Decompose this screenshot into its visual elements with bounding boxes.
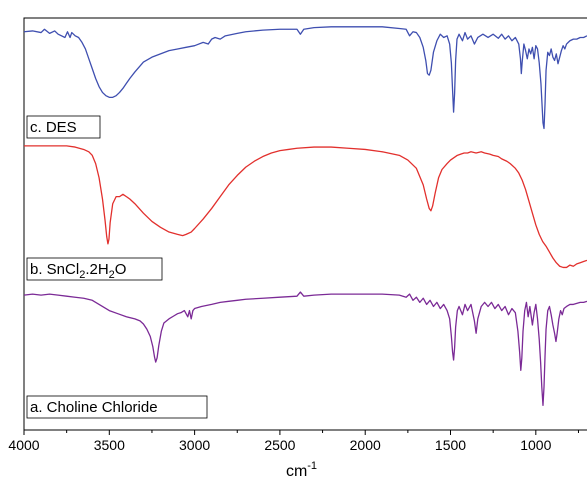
series-line-des xyxy=(23,26,587,130)
x-tick-label: 1000 xyxy=(520,437,551,453)
x-axis-label-exponent: -1 xyxy=(307,460,317,472)
series-label-box xyxy=(26,257,163,281)
label-subscript: 2 xyxy=(79,269,85,281)
series-label-text: b. SnCl2.2H2O xyxy=(30,261,126,281)
x-tick-label: 2000 xyxy=(350,437,381,453)
series-line-sncl2 xyxy=(24,145,587,269)
x-axis-label: cm-1 xyxy=(286,460,317,480)
series-label-box xyxy=(26,395,208,419)
series-label-text: a. Choline Chloride xyxy=(30,399,158,416)
label-segment: b. SnCl xyxy=(30,261,79,278)
label-segment: a. Choline Chloride xyxy=(30,399,158,416)
x-axis: 4000 3500 3000 2500 2000 1500 1000 xyxy=(8,430,579,453)
label-segment: O xyxy=(115,261,127,278)
series-label-text: c. DES xyxy=(30,119,77,136)
x-tick-label: 2500 xyxy=(264,437,295,453)
label-segment: .2H xyxy=(85,261,108,278)
series-label-des: c. DES xyxy=(26,115,101,139)
label-segment: c. DES xyxy=(30,119,77,136)
x-tick-label: 4000 xyxy=(8,437,39,453)
plot-area-frame xyxy=(23,17,587,431)
x-tick-label: 1500 xyxy=(435,437,466,453)
series-label-box xyxy=(26,115,101,139)
series-label-chcl: a. Choline Chloride xyxy=(26,395,208,419)
series-label-sncl2: b. SnCl2.2H2O xyxy=(26,257,163,281)
series-layer xyxy=(23,26,587,407)
x-axis-label-unit: cm xyxy=(286,463,307,480)
x-tick-label: 3000 xyxy=(179,437,210,453)
series-line-chcl xyxy=(23,291,587,407)
x-tick-label: 3500 xyxy=(94,437,125,453)
label-subscript: 2 xyxy=(109,269,115,281)
